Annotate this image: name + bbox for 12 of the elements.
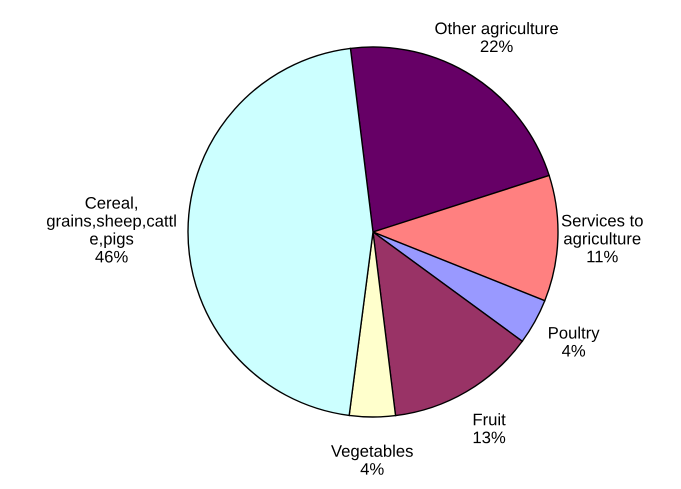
slice-label: Fruit <box>474 413 506 426</box>
data-label: 4% <box>360 463 384 475</box>
data-label: 4% <box>562 344 586 357</box>
slice-label: Other agriculture <box>435 22 558 38</box>
data-label: 13% <box>474 432 506 444</box>
slice-label: Poultry <box>549 326 600 342</box>
slice-label: Services to agriculture <box>562 214 643 248</box>
data-label: 11% <box>587 250 618 262</box>
data-label: 46% <box>95 250 128 263</box>
slice-label: Vegetables <box>331 444 413 460</box>
data-label: 22% <box>480 40 513 52</box>
slice-label: Cereal, grains,sheep,cattl e,pigs <box>46 196 176 248</box>
